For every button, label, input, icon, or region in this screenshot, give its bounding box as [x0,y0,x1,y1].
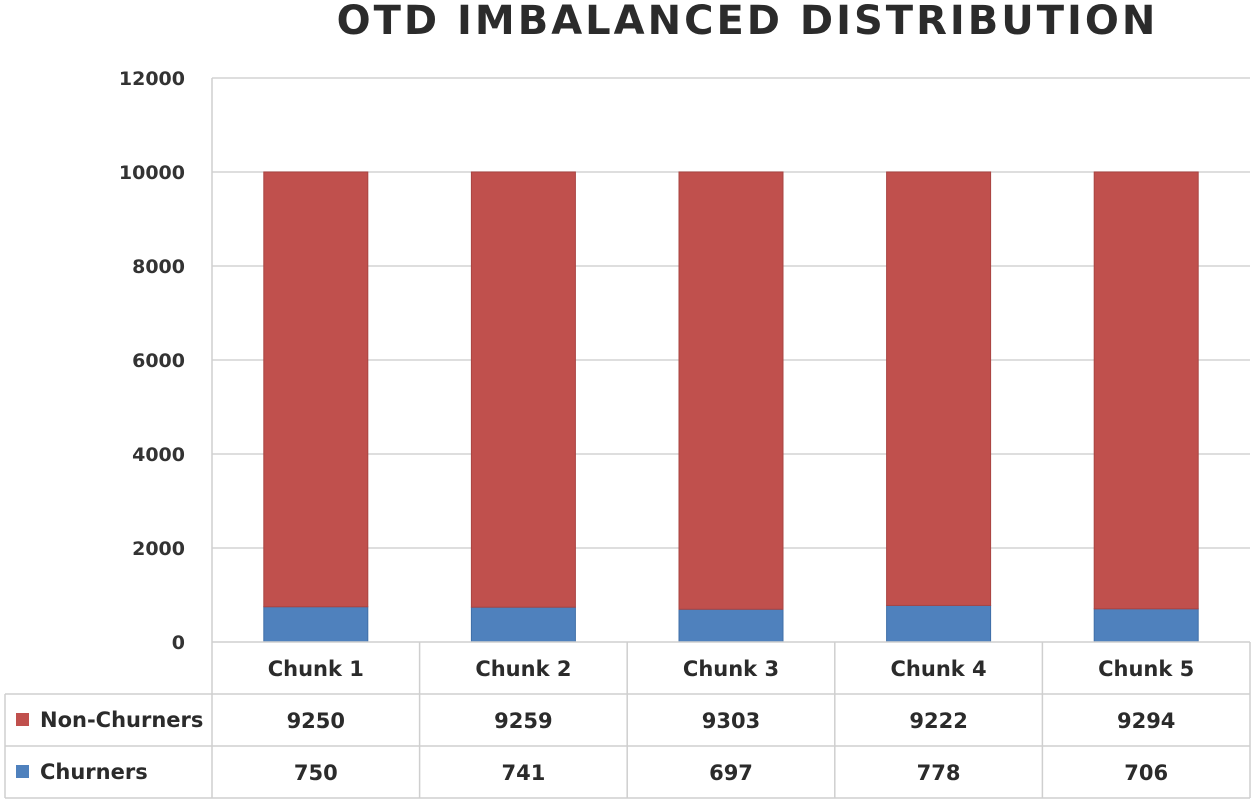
category-label: Chunk 4 [891,657,987,681]
legend-label: Churners [40,760,148,784]
data-value: 9250 [287,709,345,733]
category-label: Chunk 1 [268,657,364,681]
bar-churners [263,606,369,643]
legend-swatch [16,713,29,726]
y-tick-label: 2000 [132,538,185,560]
legend-swatch [16,765,29,778]
y-tick-label: 4000 [132,444,185,466]
data-value: 9294 [1117,709,1175,733]
y-tick-label: 8000 [132,256,185,278]
y-tick-label: 12000 [119,68,185,90]
data-value: 778 [917,761,961,785]
data-value: 9303 [702,709,760,733]
bar-non-churners [886,171,992,606]
data-value: 697 [709,761,753,785]
y-tick-label: 0 [172,632,185,654]
legend-label: Non-Churners [40,708,203,732]
data-value: 9259 [494,709,552,733]
category-label: Chunk 2 [475,657,571,681]
data-value: 9222 [909,709,967,733]
category-label: Chunk 3 [683,657,779,681]
bar-non-churners [470,171,576,608]
bar-churners [1093,608,1199,643]
category-label: Chunk 5 [1098,657,1194,681]
chart-title: OTD IMBALANCED DISTRIBUTION [336,0,1159,44]
bar-non-churners [678,171,784,610]
bars [263,171,1199,643]
y-axis-ticks: 0 2000 4000 6000 8000 10000 12000 [119,68,185,654]
bar-non-churners [1093,171,1199,610]
bar-non-churners [263,171,369,608]
data-value: 750 [294,761,338,785]
data-value: 706 [1124,761,1168,785]
bar-churners [886,604,992,643]
data-table: Chunk 1 Chunk 2 Chunk 3 Chunk 4 Chunk 5 Non-C… [4,641,1251,799]
bar-churners [470,606,576,643]
bar-churners [678,608,784,643]
y-tick-label: 10000 [119,162,185,184]
data-value: 741 [501,761,545,785]
y-tick-label: 6000 [132,350,185,372]
